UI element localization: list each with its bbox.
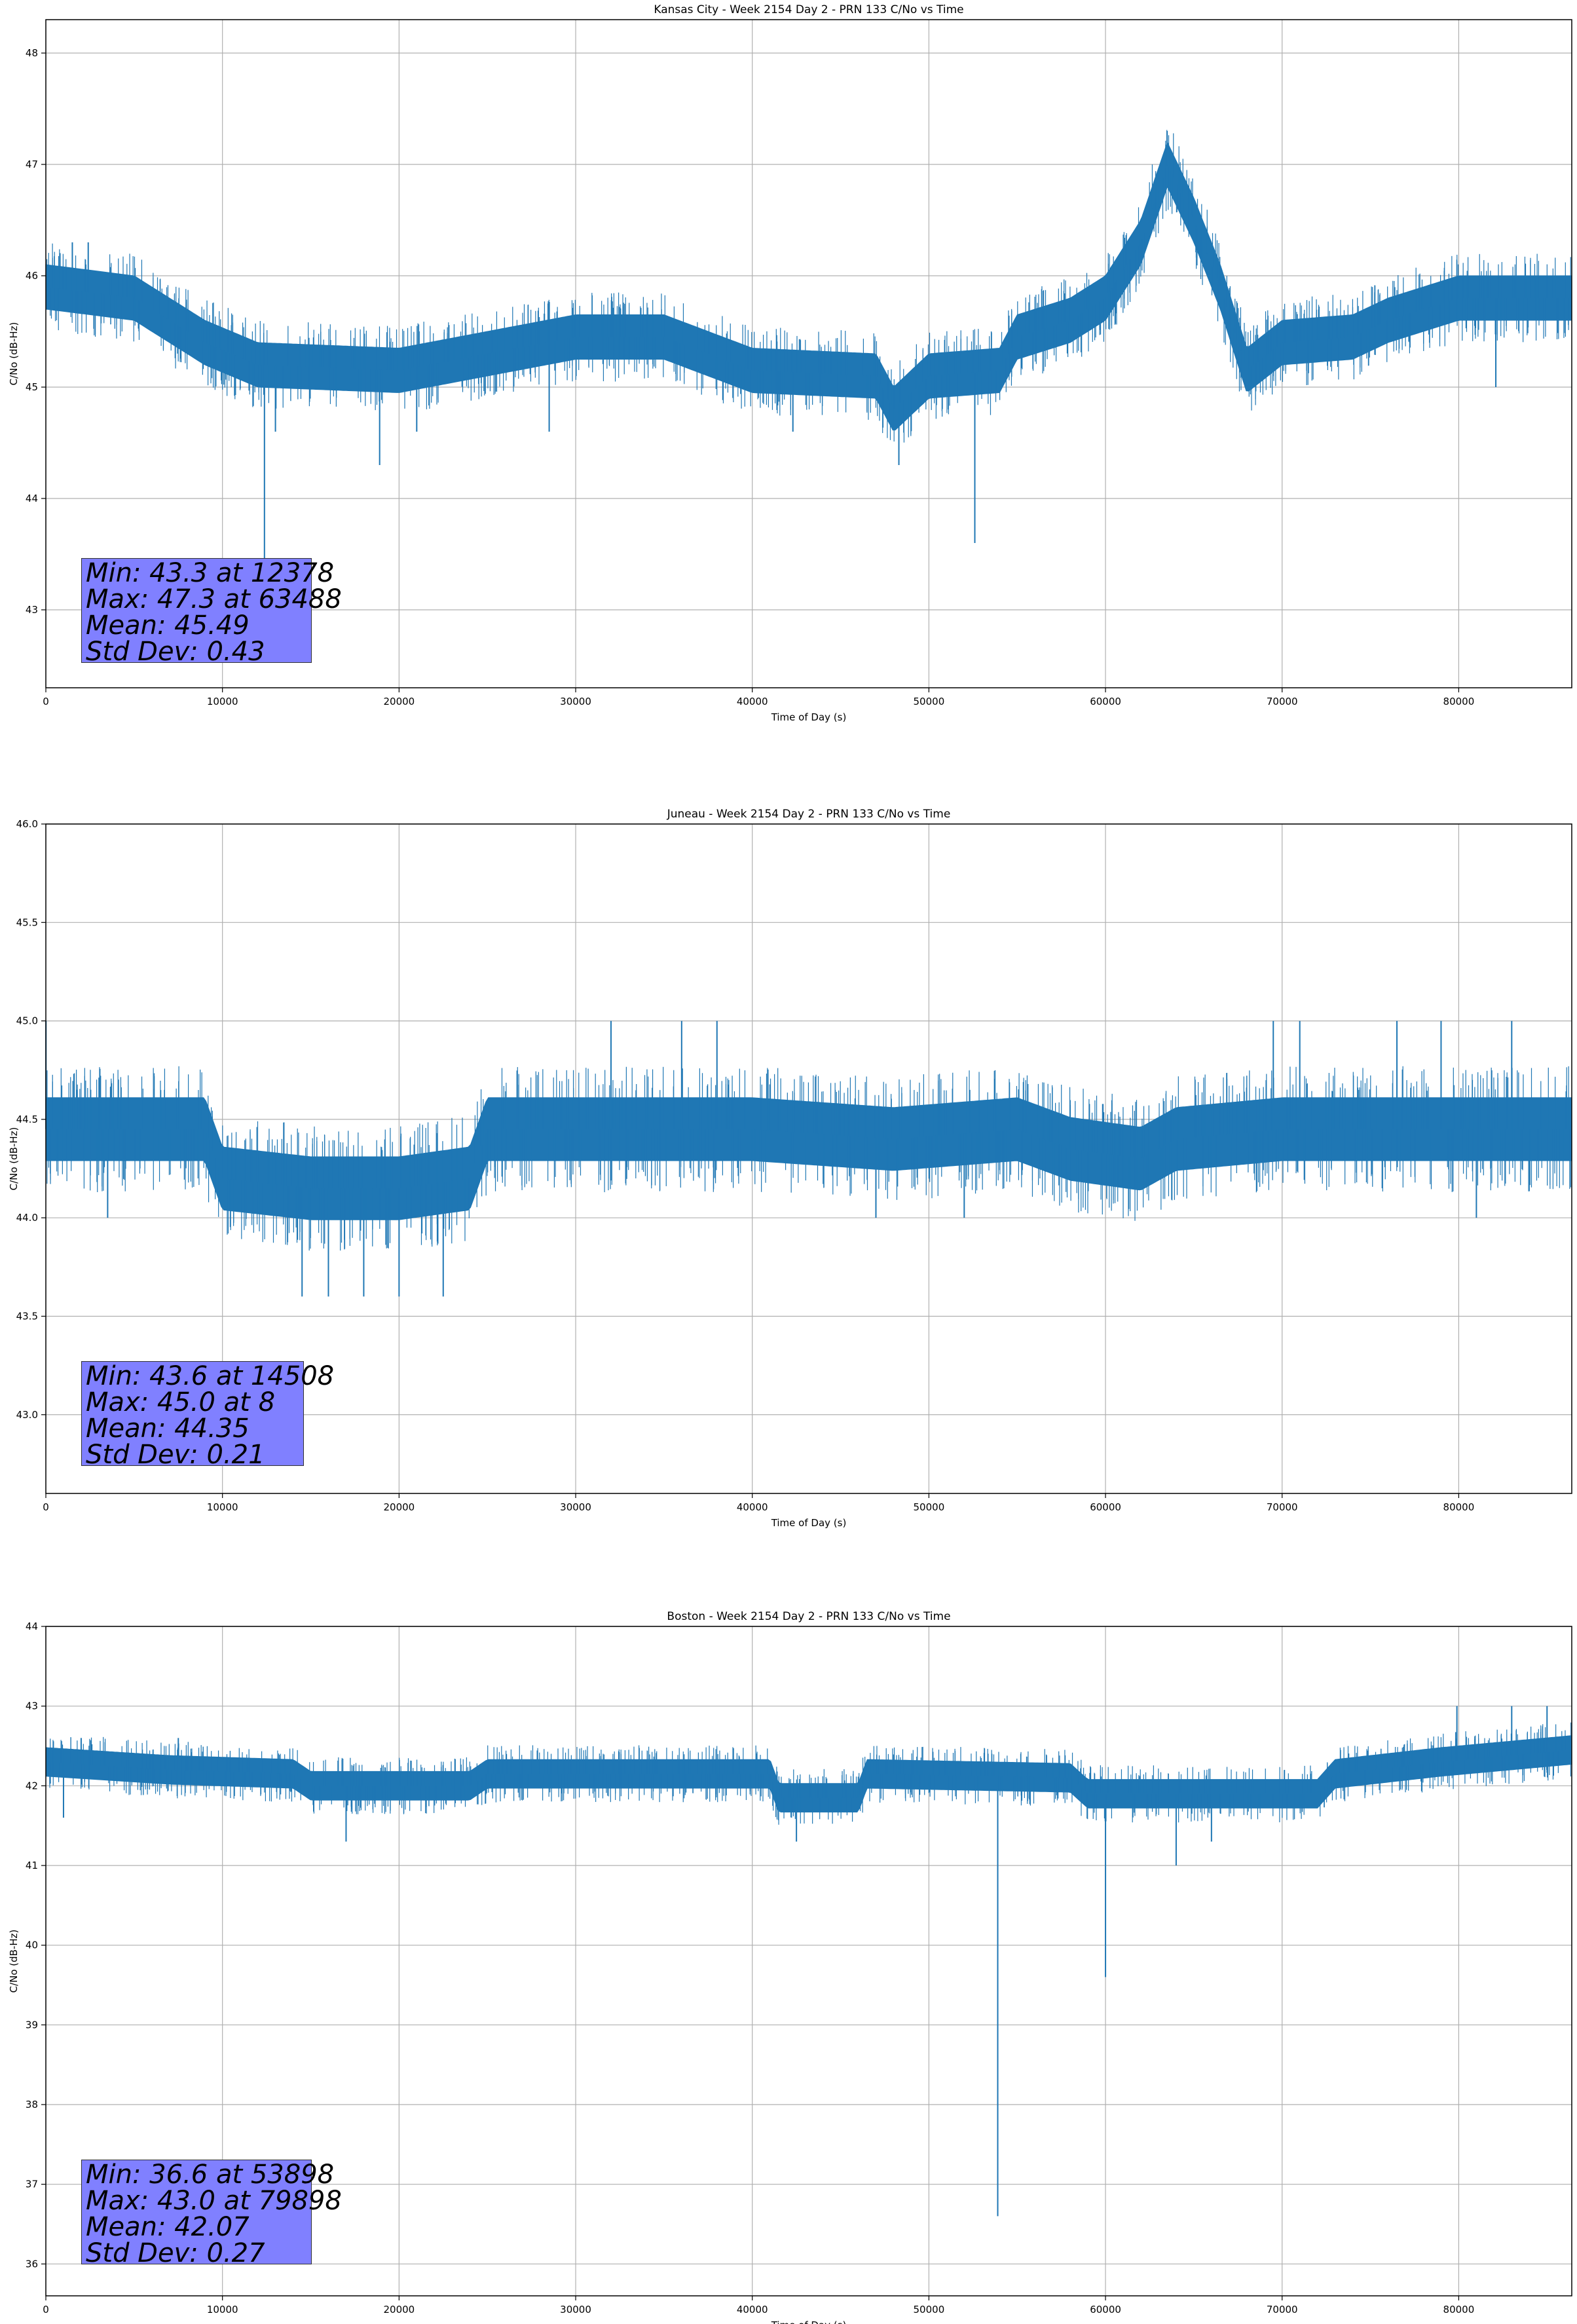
y-tick-label: 44 [26, 1621, 38, 1632]
y-tick-label: 43.0 [16, 1409, 38, 1421]
y-axis-label: C/No (dB-Hz) [8, 1127, 20, 1191]
chart-title: Juneau - Week 2154 Day 2 - PRN 133 C/No … [667, 808, 951, 821]
stats-std: Std Dev: 0.43 [86, 637, 265, 667]
y-tick-label: 41 [26, 1860, 38, 1871]
y-tick-label: 43 [26, 604, 38, 616]
x-tick-label: 20000 [383, 2304, 415, 2315]
x-axis-label: Time of Day (s) [771, 1517, 847, 1529]
stats-std: Std Dev: 0.27 [86, 2238, 265, 2268]
chart-panel-2: 0 10000 20000 30000 40000 50000 60000 70000 8000… [8, 808, 1572, 1529]
x-tick-label: 80000 [1443, 1501, 1475, 1513]
y-tick-label: 40 [26, 1940, 38, 1951]
x-tick-label: 0 [43, 696, 49, 707]
x-axis-label: Time of Day (s) [771, 711, 847, 723]
plot-frame [45, 1626, 1572, 2296]
x-tick-label: 0 [43, 1501, 49, 1513]
x-tick-label: 50000 [914, 2304, 945, 2315]
stats-mean: Mean: 45.49 [86, 610, 250, 641]
y-tick-label: 44.5 [16, 1114, 38, 1125]
stats-min: Min: 43.3 at 12378 [86, 558, 335, 588]
stats-box: Min: 36.6 at 53898 Max: 43.0 at 79898 Mean… [81, 2160, 342, 2268]
stats-max: Max: 45.0 at 8 [86, 1387, 276, 1417]
stats-max: Max: 43.0 at 79898 [86, 2186, 342, 2216]
stats-box: Min: 43.3 at 12378 Max: 47.3 at 63488 Mean… [81, 558, 342, 667]
x-tick-label: 30000 [560, 2304, 591, 2315]
chart-panel-3: 0 10000 20000 30000 40000 50000 60000 70000 8000… [8, 1610, 1572, 2324]
stats-min: Min: 36.6 at 53898 [86, 2160, 335, 2190]
x-tick-label: 50000 [914, 696, 945, 707]
stats-max: Max: 47.3 at 63488 [86, 584, 342, 614]
y-axis-label: C/No (dB-Hz) [8, 322, 20, 386]
x-tick-label: 50000 [914, 1501, 945, 1513]
x-tick-label: 70000 [1267, 2304, 1298, 2315]
x-tick-label: 40000 [737, 696, 768, 707]
y-tick-label: 45.0 [16, 1015, 38, 1027]
x-tick-label: 10000 [207, 2304, 238, 2315]
y-tick-label: 44 [26, 493, 38, 504]
x-tick-label: 10000 [207, 1501, 238, 1513]
x-tick-label: 60000 [1090, 1501, 1121, 1513]
plot-frame [45, 823, 1572, 1494]
stats-mean: Mean: 42.07 [86, 2212, 250, 2242]
y-tick-label: 48 [26, 47, 38, 59]
y-tick-label: 46.0 [16, 818, 38, 830]
chart-panel-1: 0 10000 20000 30000 40000 50000 60000 70000 8000… [8, 3, 1572, 723]
x-tick-label: 10000 [207, 696, 238, 707]
x-tick-label: 30000 [560, 1501, 591, 1513]
x-tick-label: 20000 [383, 1501, 415, 1513]
stats-mean: Mean: 44.35 [86, 1414, 250, 1444]
x-axis-label: Time of Day (s) [771, 2319, 847, 2324]
plot-frame [45, 19, 1572, 688]
x-tick-label: 0 [43, 2304, 49, 2315]
x-tick-label: 20000 [383, 696, 415, 707]
y-tick-label: 46 [26, 270, 38, 282]
y-tick-label: 37 [26, 2179, 38, 2190]
stats-min: Min: 43.6 at 14508 [86, 1361, 335, 1391]
x-tick-label: 40000 [737, 1501, 768, 1513]
y-tick-label: 38 [26, 2099, 38, 2110]
y-tick-label: 39 [26, 2019, 38, 2031]
y-tick-label: 45.5 [16, 916, 38, 928]
x-tick-label: 70000 [1267, 1501, 1298, 1513]
chart-title: Boston - Week 2154 Day 2 - PRN 133 C/No … [667, 1610, 950, 1623]
x-tick-label: 60000 [1090, 2304, 1121, 2315]
y-axis-label: C/No (dB-Hz) [8, 1930, 20, 1993]
x-tick-label: 80000 [1443, 2304, 1475, 2315]
x-tick-label: 80000 [1443, 696, 1475, 707]
x-tick-label: 40000 [737, 2304, 768, 2315]
y-tick-label: 43 [26, 1700, 38, 1712]
x-tick-label: 60000 [1090, 696, 1121, 707]
x-tick-label: 70000 [1267, 696, 1298, 707]
y-tick-label: 42 [26, 1780, 38, 1791]
chart-title: Kansas City - Week 2154 Day 2 - PRN 133 … [654, 3, 963, 16]
y-tick-label: 43.5 [16, 1310, 38, 1322]
stats-box: Min: 43.6 at 14508 Max: 45.0 at 8 Mean: 44… [81, 1361, 335, 1470]
x-tick-label: 30000 [560, 696, 591, 707]
stats-std: Std Dev: 0.21 [86, 1440, 265, 1470]
y-tick-label: 47 [26, 159, 38, 170]
y-tick-label: 44.0 [16, 1212, 38, 1224]
y-tick-label: 36 [26, 2258, 38, 2270]
y-tick-label: 45 [26, 381, 38, 393]
